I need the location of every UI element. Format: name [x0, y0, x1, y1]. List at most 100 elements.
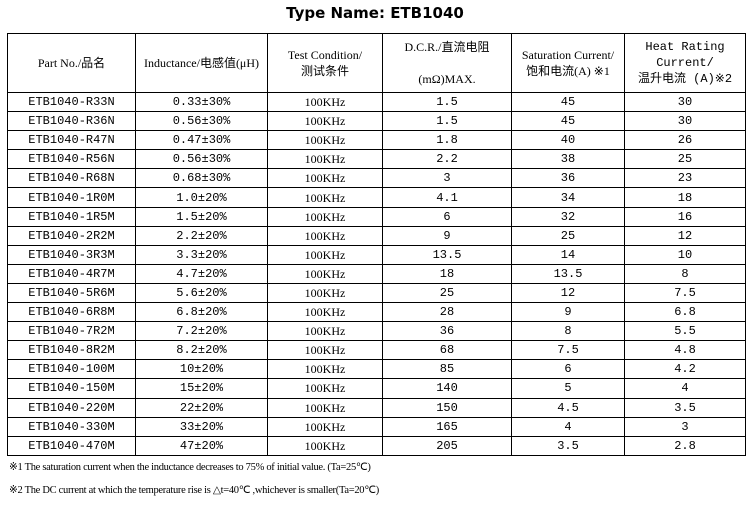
cell-heat-rating-current: 3	[624, 416, 746, 437]
table-row: ETB1040-470M 47±20% 100KHz 205 3.5 2.8	[7, 435, 746, 456]
footnote-1: ※1 The saturation current when the induc…	[9, 462, 371, 473]
cell-saturation-current: 4	[511, 416, 625, 437]
cell-heat-rating-current: 5.5	[624, 321, 746, 342]
cell-part-no: ETB1040-6R8M	[7, 302, 136, 323]
header-saturation-current: Saturation Current/ 饱和电流(A) ※1	[511, 33, 625, 93]
table-row: ETB1040-4R7M 4.7±20% 100KHz 18 13.5 8	[7, 263, 746, 284]
cell-inductance: 0.47±30%	[135, 130, 268, 151]
table-row: ETB1040-R47N 0.47±30% 100KHz 1.8 40 26	[7, 130, 746, 151]
cell-inductance: 5.6±20%	[135, 282, 268, 304]
cell-saturation-current: 32	[511, 206, 625, 227]
cell-test-condition: 100KHz	[267, 340, 383, 361]
cell-part-no: ETB1040-1R5M	[7, 206, 136, 227]
table-row: ETB1040-1R5M 1.5±20% 100KHz 6 32 16	[7, 206, 746, 227]
cell-saturation-current: 7.5	[511, 340, 625, 361]
cell-dcr: 1.5	[382, 91, 512, 113]
cell-heat-rating-current: 3.5	[624, 397, 746, 418]
table-row: ETB1040-7R2M 7.2±20% 100KHz 36 8 5.5	[7, 321, 746, 342]
table-row: ETB1040-R33N 0.33±30% 100KHz 1.5 45 30	[7, 91, 746, 113]
table-row: ETB1040-5R6M 5.6±20% 100KHz 25 12 7.5	[7, 282, 746, 304]
cell-part-no: ETB1040-150M	[7, 378, 136, 399]
cell-dcr: 68	[382, 340, 512, 361]
cell-part-no: ETB1040-8R2M	[7, 340, 136, 361]
table-row: ETB1040-3R3M 3.3±20% 100KHz 13.5 14 10	[7, 244, 746, 265]
cell-inductance: 47±20%	[135, 435, 268, 456]
cell-inductance: 0.68±30%	[135, 168, 268, 189]
cell-saturation-current: 12	[511, 282, 625, 304]
cell-inductance: 3.3±20%	[135, 244, 268, 265]
table-row: ETB1040-R36N 0.56±30% 100KHz 1.5 45 30	[7, 111, 746, 132]
cell-dcr: 9	[382, 225, 512, 246]
cell-heat-rating-current: 4.2	[624, 359, 746, 380]
cell-saturation-current: 9	[511, 302, 625, 323]
header-heat-rating-current: Heat Rating Current/ 温升电流 (A)※2	[624, 33, 746, 93]
cell-part-no: ETB1040-100M	[7, 359, 136, 380]
cell-inductance: 1.5±20%	[135, 206, 268, 227]
cell-part-no: ETB1040-330M	[7, 416, 136, 437]
cell-saturation-current: 5	[511, 378, 625, 399]
table-row: ETB1040-330M 33±20% 100KHz 165 4 3	[7, 416, 746, 437]
cell-saturation-current: 4.5	[511, 397, 625, 418]
cell-part-no: ETB1040-220M	[7, 397, 136, 418]
cell-dcr: 4.1	[382, 187, 512, 208]
cell-saturation-current: 34	[511, 187, 625, 208]
cell-heat-rating-current: 8	[624, 263, 746, 284]
cell-test-condition: 100KHz	[267, 378, 383, 399]
cell-heat-rating-current: 10	[624, 244, 746, 265]
cell-dcr: 25	[382, 282, 512, 304]
cell-test-condition: 100KHz	[267, 168, 383, 189]
header-test-condition: Test Condition/ 测试条件	[267, 33, 383, 93]
cell-part-no: ETB1040-5R6M	[7, 282, 136, 304]
cell-inductance: 33±20%	[135, 416, 268, 437]
cell-heat-rating-current: 30	[624, 91, 746, 113]
cell-dcr: 140	[382, 378, 512, 399]
cell-test-condition: 100KHz	[267, 187, 383, 208]
spec-table: Part No./品名 Inductance/电感值(μH) Test Condit…	[7, 33, 746, 456]
table-row: ETB1040-8R2M 8.2±20% 100KHz 68 7.5 4.8	[7, 340, 746, 361]
cell-test-condition: 100KHz	[267, 111, 383, 132]
cell-dcr: 1.5	[382, 111, 512, 132]
table-row: ETB1040-100M 10±20% 100KHz 85 6 4.2	[7, 359, 746, 380]
cell-part-no: ETB1040-7R2M	[7, 321, 136, 342]
table-row: ETB1040-150M 15±20% 100KHz 140 5 4	[7, 378, 746, 399]
cell-inductance: 1.0±20%	[135, 187, 268, 208]
cell-saturation-current: 3.5	[511, 435, 625, 456]
cell-part-no: ETB1040-R33N	[7, 91, 136, 113]
table-row: ETB1040-1R0M 1.0±20% 100KHz 4.1 34 18	[7, 187, 746, 208]
page-title: Type Name: ETB1040	[286, 4, 464, 22]
cell-heat-rating-current: 18	[624, 187, 746, 208]
cell-dcr: 1.8	[382, 130, 512, 151]
cell-test-condition: 100KHz	[267, 302, 383, 323]
cell-inductance: 4.7±20%	[135, 263, 268, 284]
cell-part-no: ETB1040-3R3M	[7, 244, 136, 265]
cell-test-condition: 100KHz	[267, 359, 383, 380]
table-row: ETB1040-R56N 0.56±30% 100KHz 2.2 38 25	[7, 149, 746, 170]
cell-dcr: 36	[382, 321, 512, 342]
cell-saturation-current: 45	[511, 91, 625, 113]
cell-dcr: 2.2	[382, 149, 512, 170]
cell-part-no: ETB1040-2R2M	[7, 225, 136, 246]
cell-saturation-current: 13.5	[511, 263, 625, 284]
cell-inductance: 0.33±30%	[135, 91, 268, 113]
cell-test-condition: 100KHz	[267, 416, 383, 437]
cell-heat-rating-current: 23	[624, 168, 746, 189]
cell-dcr: 150	[382, 397, 512, 418]
cell-part-no: ETB1040-470M	[7, 435, 136, 456]
cell-part-no: ETB1040-1R0M	[7, 187, 136, 208]
cell-dcr: 3	[382, 168, 512, 189]
cell-inductance: 8.2±20%	[135, 340, 268, 361]
cell-test-condition: 100KHz	[267, 321, 383, 342]
cell-saturation-current: 40	[511, 130, 625, 151]
cell-heat-rating-current: 2.8	[624, 435, 746, 456]
cell-part-no: ETB1040-R47N	[7, 130, 136, 151]
cell-test-condition: 100KHz	[267, 435, 383, 456]
cell-saturation-current: 45	[511, 111, 625, 132]
cell-test-condition: 100KHz	[267, 91, 383, 113]
cell-saturation-current: 25	[511, 225, 625, 246]
cell-heat-rating-current: 6.8	[624, 302, 746, 323]
cell-inductance: 10±20%	[135, 359, 268, 380]
cell-heat-rating-current: 25	[624, 149, 746, 170]
cell-test-condition: 100KHz	[267, 149, 383, 170]
cell-dcr: 13.5	[382, 244, 512, 265]
cell-inductance: 7.2±20%	[135, 321, 268, 342]
